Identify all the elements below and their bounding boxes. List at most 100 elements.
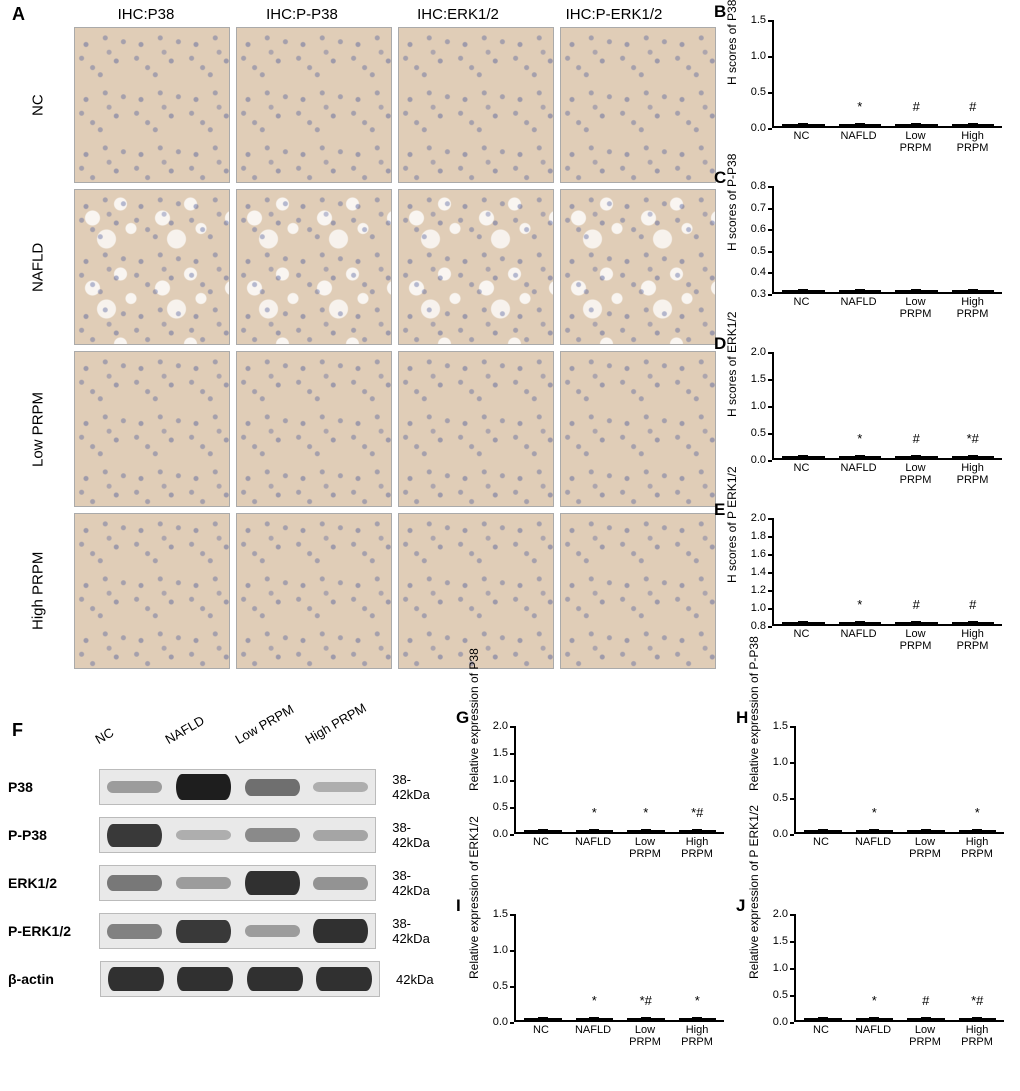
ihc-col-labels: IHC:P38 IHC:P-P38 IHC:ERK1/2 IHC:P-ERK1/… xyxy=(8,6,708,23)
ytick: 2.0 xyxy=(460,720,508,732)
bar xyxy=(524,1018,562,1020)
wb-lane-labels: NC NAFLD Low PRPM High PRPM xyxy=(8,712,448,727)
ihc-image-cell xyxy=(560,189,716,345)
xlabel: High PRPM xyxy=(951,462,994,496)
bar xyxy=(804,1018,842,1020)
xlabel: High PRPM xyxy=(958,836,996,870)
wb-row: P-P3838-42kDa xyxy=(8,811,448,859)
wb-molecular-weight: 38-42kDa xyxy=(392,868,448,898)
wb-band xyxy=(176,774,231,800)
significance-marker: * xyxy=(857,597,862,612)
western-blot-panel: NC NAFLD Low PRPM High PRPM P3838-42kDaP… xyxy=(8,712,448,1003)
bar: *# xyxy=(959,1018,997,1020)
wb-band xyxy=(245,779,300,796)
ihc-row-label: High PRPM xyxy=(8,513,68,669)
wb-band xyxy=(313,830,368,841)
ytick: 0.8 xyxy=(718,620,766,632)
significance-marker: * xyxy=(975,805,980,820)
bar-chart-H: HRelative expression of P-P380.00.51.01.… xyxy=(740,712,1010,870)
ihc-image-cell xyxy=(236,513,392,669)
bar xyxy=(895,290,938,292)
xlabel: Low PRPM xyxy=(894,296,937,330)
bar: * xyxy=(959,830,997,832)
xlabel: Low PRPM xyxy=(626,836,664,870)
bar xyxy=(907,830,945,832)
bar: * xyxy=(839,124,882,126)
bar xyxy=(804,830,842,832)
wb-band xyxy=(176,877,231,889)
ihc-row-label: NC xyxy=(8,27,68,183)
significance-marker: * xyxy=(592,993,597,1008)
bar: * xyxy=(576,1018,614,1020)
ihc-image-cell xyxy=(236,351,392,507)
bar: # xyxy=(895,124,938,126)
wb-lane-label: Low PRPM xyxy=(233,699,301,747)
xlabel: High PRPM xyxy=(678,1024,716,1058)
bar-chart-J: JRelative expression of P ERK1/20.00.51.… xyxy=(740,900,1010,1058)
xlabel: NAFLD xyxy=(837,628,880,662)
bar-chart-D: DH scores of ERK1/20.00.51.01.52.0*#*#NC… xyxy=(718,338,1008,496)
wb-molecular-weight: 38-42kDa xyxy=(392,772,448,802)
xlabel: NC xyxy=(780,628,823,662)
bar: * xyxy=(576,830,614,832)
wb-band xyxy=(107,781,162,793)
wb-molecular-weight: 38-42kDa xyxy=(392,916,448,946)
ytick: 1.0 xyxy=(718,50,766,62)
ihc-image-cell xyxy=(74,351,230,507)
significance-marker: # xyxy=(913,99,920,114)
ytick: 1.2 xyxy=(718,584,766,596)
wb-band xyxy=(313,782,368,792)
ihc-image-cell xyxy=(236,189,392,345)
ytick: 1.6 xyxy=(718,548,766,560)
ihc-image-cell xyxy=(398,513,554,669)
wb-band xyxy=(107,875,162,891)
bar xyxy=(952,290,995,292)
ytick: 0.5 xyxy=(460,801,508,813)
ihc-col-label: IHC:ERK1/2 xyxy=(380,6,536,23)
xlabel: NAFLD xyxy=(854,1024,892,1058)
wb-protein-name: P-P38 xyxy=(8,827,89,843)
xlabel: NAFLD xyxy=(837,296,880,330)
ytick: 1.5 xyxy=(740,935,788,947)
wb-protein-name: β-actin xyxy=(8,971,90,987)
xlabel: High PRPM xyxy=(678,836,716,870)
ytick: 0.0 xyxy=(718,122,766,134)
xlabel: NAFLD xyxy=(574,1024,612,1058)
significance-marker: * xyxy=(695,993,700,1008)
significance-marker: * xyxy=(857,431,862,446)
ihc-image-cell xyxy=(74,27,230,183)
xlabel: NAFLD xyxy=(854,836,892,870)
xlabel: NC xyxy=(802,836,840,870)
xlabel: Low PRPM xyxy=(894,462,937,496)
significance-marker: *# xyxy=(691,805,703,820)
wb-protein-name: ERK1/2 xyxy=(8,875,89,891)
ihc-image-cell xyxy=(560,351,716,507)
bar: *# xyxy=(627,1018,665,1020)
significance-marker: * xyxy=(872,805,877,820)
significance-marker: * xyxy=(857,99,862,114)
bar: *# xyxy=(679,830,717,832)
xlabel: Low PRPM xyxy=(906,836,944,870)
ytick: 1.0 xyxy=(718,400,766,412)
significance-marker: # xyxy=(922,993,929,1008)
ytick: 0.4 xyxy=(718,266,766,278)
xlabel: NAFLD xyxy=(837,462,880,496)
bar: # xyxy=(952,124,995,126)
xlabel: Low PRPM xyxy=(894,130,937,164)
bar xyxy=(839,290,882,292)
bar: * xyxy=(856,830,894,832)
xlabel: Low PRPM xyxy=(626,1024,664,1058)
bar: *# xyxy=(952,456,995,458)
wb-lane-label: NC xyxy=(93,699,161,747)
ihc-col-label: IHC:P38 xyxy=(68,6,224,23)
xlabel: NC xyxy=(802,1024,840,1058)
wb-band xyxy=(313,919,368,943)
bar-chart-G: GRelative expression of P380.00.51.01.52… xyxy=(460,712,730,870)
ihc-panel: IHC:P38 IHC:P-P38 IHC:ERK1/2 IHC:P-ERK1/… xyxy=(8,6,708,669)
wb-row: β-actin42kDa xyxy=(8,955,448,1003)
significance-marker: # xyxy=(913,431,920,446)
ytick: 1.0 xyxy=(740,962,788,974)
ytick: 1.0 xyxy=(460,944,508,956)
ytick: 1.0 xyxy=(740,756,788,768)
wb-row: P-ERK1/238-42kDa xyxy=(8,907,448,955)
